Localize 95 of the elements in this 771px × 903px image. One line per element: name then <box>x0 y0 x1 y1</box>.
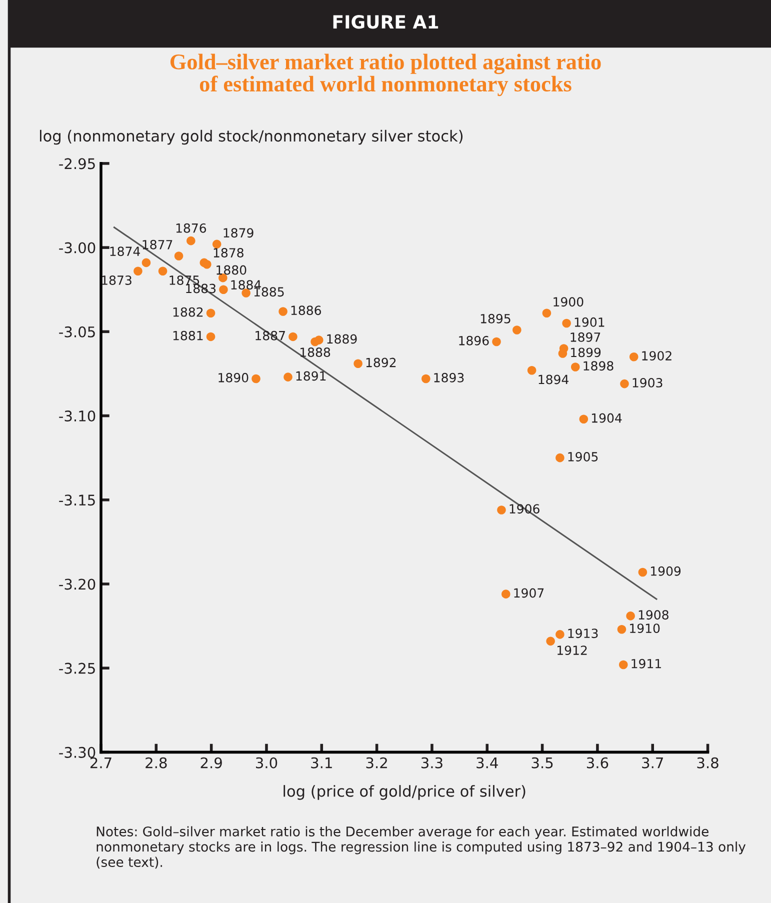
annotation: 1908 <box>638 610 668 620</box>
x-tick-label: 3.3 <box>421 757 442 768</box>
point <box>186 236 196 246</box>
annotation: 1891 <box>296 371 326 381</box>
point <box>620 379 629 388</box>
point <box>278 307 288 316</box>
y-tick-label: -3.20 <box>59 578 96 590</box>
x-tick-label: 3.7 <box>642 757 663 768</box>
x-tick-label: 3.5 <box>532 757 553 768</box>
point <box>284 372 292 382</box>
point <box>206 308 216 318</box>
y-tick-label: -3.05 <box>59 326 95 338</box>
annotation: 1881 <box>173 330 203 340</box>
annotation: 1901 <box>574 317 604 327</box>
point <box>501 590 510 598</box>
x-tick-label: 3.4 <box>476 757 498 768</box>
x-tick-label: 3.8 <box>697 757 718 768</box>
point <box>354 359 362 368</box>
chart-subtitle: Gold–silver market ratio plotted against ratio of estimated world nonmonetary stocks <box>170 54 601 96</box>
point <box>638 568 648 577</box>
annotation: 1895 <box>480 314 510 324</box>
point <box>492 337 501 346</box>
y-tick-label: -3.00 <box>59 242 96 254</box>
point <box>527 366 536 375</box>
annotation: 1879 <box>224 228 254 238</box>
annotation: 1913 <box>568 628 598 638</box>
point <box>556 453 564 462</box>
point <box>288 332 298 342</box>
point <box>219 285 228 294</box>
annotation: 1888 <box>300 348 330 357</box>
point <box>142 258 151 268</box>
point <box>252 374 260 384</box>
annotation: 1900 <box>554 297 584 307</box>
y-axis-title: log (nonmonetary gold stock/nonmonetary silver stock) <box>40 130 463 145</box>
point <box>497 506 506 514</box>
point <box>546 636 555 646</box>
point <box>542 308 552 318</box>
annotation: 1876 <box>176 223 206 233</box>
annotation: 1912 <box>557 646 587 656</box>
point <box>562 318 571 328</box>
x-tick-label: 3.1 <box>311 757 332 768</box>
annotation: 1893 <box>434 372 464 382</box>
annotation: 1897 <box>570 332 600 342</box>
point <box>174 252 184 260</box>
annotation: 1890 <box>218 372 248 382</box>
annotation: 1904 <box>592 413 622 423</box>
y-tick-label: -3.10 <box>59 410 96 422</box>
annotation: 1892 <box>366 358 396 368</box>
annotation: 1903 <box>632 378 662 388</box>
point <box>618 660 628 670</box>
point <box>134 266 142 276</box>
x-tick-label: 2.7 <box>90 757 112 768</box>
point <box>202 260 212 269</box>
annotation: 1905 <box>568 452 598 462</box>
x-tick-label: 3.2 <box>366 757 387 768</box>
annotation: 1898 <box>584 361 614 371</box>
y-tick-label: -3.25 <box>59 662 95 674</box>
point <box>629 352 638 362</box>
point <box>626 612 635 620</box>
y-tick-label: -2.95 <box>59 158 95 170</box>
text: Notes: Gold–silver market ratio is the December average for each year. Estimated worldwide nonmonetary stocks are in logs. The regression line is computed using 1873–92 and 1904–13 only (see text). <box>96 826 746 869</box>
annotation: 1878 <box>214 248 244 258</box>
annotation: 1874 <box>110 246 140 256</box>
point <box>212 240 222 249</box>
annotation: 1899 <box>571 348 601 358</box>
annotation: 1911 <box>632 658 661 668</box>
annotation: 1889 <box>327 334 357 344</box>
x-tick-label: 2.9 <box>200 757 222 768</box>
annotation: 1909 <box>651 566 681 576</box>
point <box>571 362 580 372</box>
point <box>422 374 430 384</box>
point <box>206 332 216 342</box>
annotation: 1882 <box>173 307 203 317</box>
point <box>314 336 324 344</box>
point <box>556 630 564 639</box>
x-tick-label: 3.6 <box>586 757 608 768</box>
annotation: 1902 <box>642 351 672 361</box>
x-tick-label: 2.8 <box>146 757 167 768</box>
annotation: 1886 <box>291 306 322 316</box>
annotation: 1910 <box>630 624 660 634</box>
chart-title: FIGURE A1 <box>333 15 438 29</box>
point <box>512 326 522 334</box>
x-tick-label: 3.0 <box>256 757 278 768</box>
annotation: 1896 <box>459 336 489 346</box>
point <box>158 266 168 276</box>
x-axis-title: log (price of gold/price of silver) <box>284 785 526 800</box>
annotation: 1894 <box>538 374 568 384</box>
annotation: 1877 <box>142 240 172 250</box>
point <box>579 414 588 424</box>
annotation: 1907 <box>514 588 544 598</box>
annotation: 1880 <box>216 265 246 275</box>
y-tick-label: -3.15 <box>59 494 95 506</box>
point <box>617 625 626 634</box>
point <box>558 349 568 358</box>
y-tick-label: -3.30 <box>59 746 96 758</box>
